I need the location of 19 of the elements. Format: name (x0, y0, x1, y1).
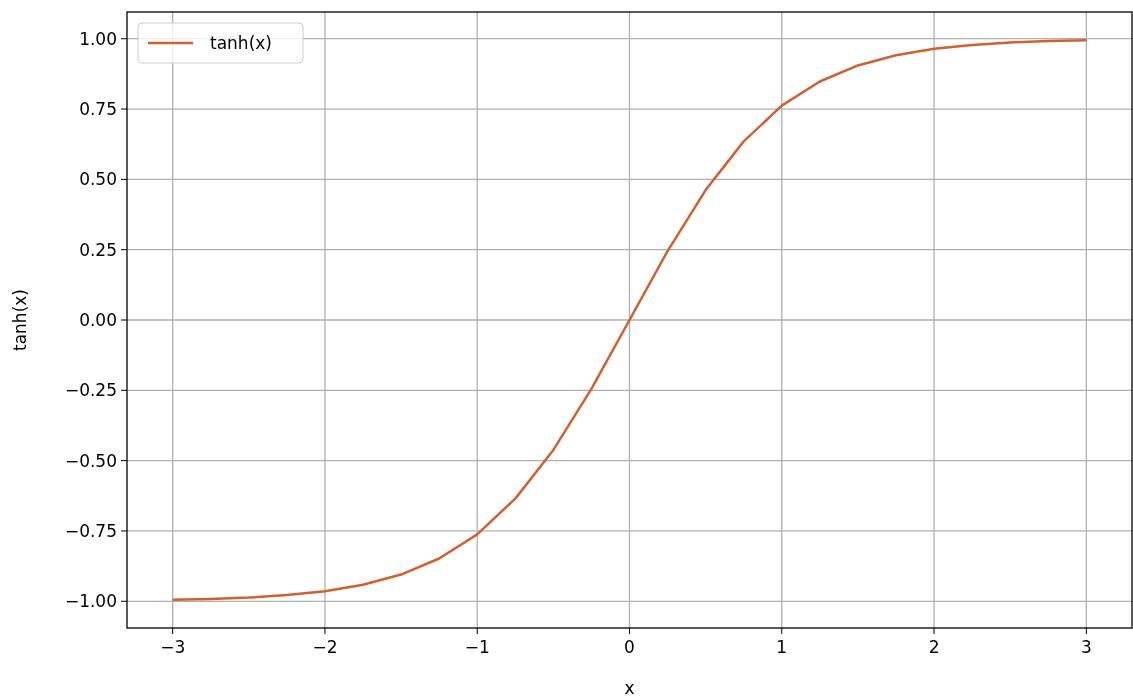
x-tick-label: 3 (1080, 637, 1092, 657)
x-tick-label: 0 (624, 637, 635, 657)
y-tick-label: −0.25 (64, 380, 117, 401)
y-tick-label: 0.75 (79, 99, 117, 120)
x-tick-label: 1 (776, 637, 788, 657)
x-axis-title: x (624, 678, 635, 698)
y-tick-label: 1.00 (79, 28, 117, 49)
x-tick-label: 2 (928, 637, 940, 657)
y-tick-label: −1.00 (64, 591, 117, 612)
x-tick-label: −3 (160, 637, 186, 657)
y-tick-label: 0.50 (79, 169, 117, 190)
y-tick-label: 0.25 (79, 239, 117, 260)
y-tick-label: −0.50 (64, 450, 117, 471)
y-axis-title: tanh(x) (10, 289, 30, 351)
legend-label: tanh(x) (210, 33, 272, 53)
y-tick-label: −0.75 (64, 520, 117, 541)
x-tick-label: −2 (312, 637, 338, 657)
x-tick-label: −1 (464, 637, 490, 657)
y-tick-label: 0.00 (79, 310, 117, 330)
